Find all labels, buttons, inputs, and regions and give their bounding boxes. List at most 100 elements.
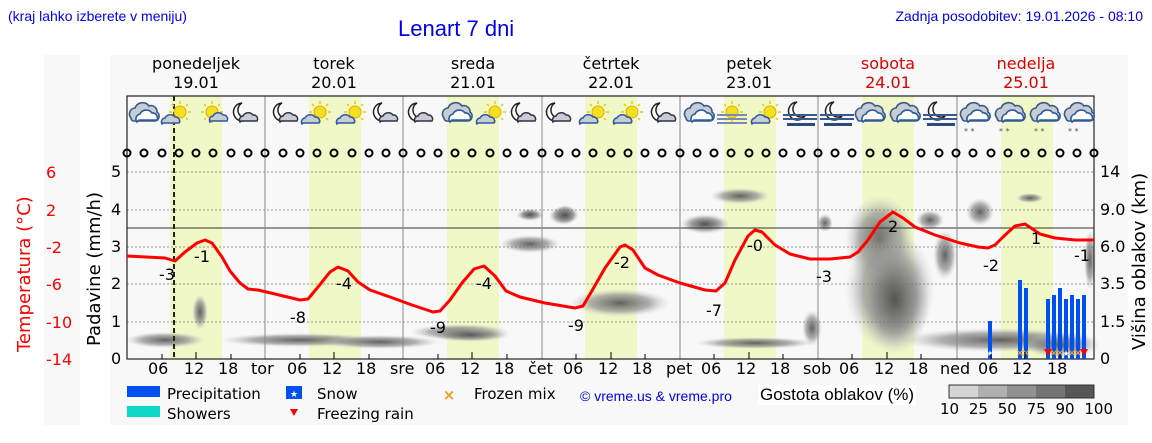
day-header-tuesday: torek 20.01 — [311, 54, 357, 92]
svg-text:-3: -3 — [159, 265, 175, 284]
density-tick: 90 — [1055, 400, 1075, 418]
freezing-rain-icon — [290, 409, 298, 416]
svg-text:-1: -1 — [1074, 246, 1090, 265]
svg-text:-9: -9 — [568, 316, 584, 335]
x-tick-label: 18 — [908, 359, 929, 378]
cloud-density-label: Gostota oblakov (%) — [758, 385, 917, 405]
showers-swatch — [127, 406, 160, 417]
svg-text:×: × — [1022, 348, 1030, 359]
x-tick-label: 18 — [770, 359, 791, 378]
x-tick-label: 06 — [287, 359, 308, 378]
precipitation-bars — [988, 280, 1086, 359]
temp-tick: 2 — [46, 201, 57, 220]
day-header-monday: ponedeljek 19.01 — [152, 54, 240, 92]
day-separators — [264, 96, 958, 359]
snow-swatch — [286, 386, 302, 399]
day-header-thursday: četrtek 22.01 — [582, 54, 640, 92]
cloud-density-ticks: 10 25 50 75 90 100 — [940, 400, 1113, 418]
x-axis-ticks — [161, 352, 1061, 359]
precipitation-type-markers: ★ × × × × ★ × × — [986, 348, 1088, 359]
temp-tick: -14 — [46, 350, 73, 369]
cloud-height-tick: 1.5 — [1100, 312, 1126, 331]
page-title: Lenart 7 dni — [398, 16, 515, 41]
x-tick-label: 06 — [425, 359, 446, 378]
density-tick: 75 — [1026, 400, 1046, 418]
last-update: Zadnja posodobitev: 19.01.2026 - 08:10 — [895, 8, 1143, 24]
x-tick-label: tor — [251, 359, 274, 378]
day-header-friday: petek 23.01 — [726, 54, 772, 92]
svg-text:-8: -8 — [290, 308, 306, 327]
legend-freezing-rain: Freezing rain — [317, 405, 414, 423]
precip-tick: 1 — [111, 312, 122, 331]
svg-text:-9: -9 — [430, 318, 446, 337]
precip-tick: 2 — [111, 274, 122, 293]
x-tick-label: 12 — [322, 359, 343, 378]
temp-tick: -6 — [46, 275, 62, 294]
x-tick-label: 12 — [736, 359, 757, 378]
gridlines — [127, 171, 1094, 323]
legend-frozen-mix: Frozen mix — [474, 385, 556, 403]
day-header-sunday: nedelja 25.01 — [996, 54, 1056, 92]
svg-text:-7: -7 — [706, 301, 722, 320]
precip-tick: 5 — [111, 162, 122, 181]
svg-text:-2: -2 — [983, 256, 999, 275]
cloud-height-tick: 6.0 — [1100, 237, 1126, 256]
svg-text:×: × — [1074, 348, 1082, 359]
temperature-labels: -3 -1 -8 -4 -9 -4 -9 -2 -7 -0 -3 2 -2 1 … — [159, 217, 1090, 337]
svg-text:-4: -4 — [336, 274, 352, 293]
svg-text:1: 1 — [1031, 229, 1041, 248]
svg-text:★: ★ — [986, 349, 993, 358]
temp-tick: -2 — [46, 238, 62, 257]
region-hint-link[interactable]: (kraj lahko izberete v meniju) — [8, 8, 187, 24]
x-tick-label: 12 — [1012, 359, 1033, 378]
x-tick-label: 18 — [494, 359, 515, 378]
density-tick: 100 — [1084, 400, 1114, 418]
x-tick-label: sob — [803, 359, 832, 378]
svg-text:×: × — [1050, 348, 1058, 359]
svg-text:×: × — [1068, 348, 1076, 359]
svg-text:-2: -2 — [614, 253, 630, 272]
x-tick-label: 18 — [356, 359, 377, 378]
cloud-height-tick: 0 — [1100, 349, 1111, 368]
x-tick-label: 12 — [874, 359, 895, 378]
x-tick-label: 06 — [148, 359, 169, 378]
x-tick-label: 12 — [460, 359, 481, 378]
temp-tick: 6 — [46, 163, 57, 182]
svg-text:×: × — [1016, 348, 1024, 359]
x-tick-label: 06 — [563, 359, 584, 378]
x-tick-label: sre — [390, 359, 415, 378]
x-tick-label: 06 — [978, 359, 999, 378]
legend-showers: Showers — [167, 405, 231, 423]
temperature-line — [126, 210, 1094, 314]
day-header-saturday: sobota 24.01 — [860, 54, 916, 92]
legend-snow: Snow — [317, 385, 358, 403]
svg-text:★: ★ — [1062, 349, 1069, 358]
cloud-height-tick: 14 — [1100, 162, 1121, 181]
x-tick-label: 18 — [632, 359, 653, 378]
x-tick-label: 18 — [218, 359, 239, 378]
temperature-axis-panel — [44, 55, 80, 425]
precip-tick: 4 — [111, 200, 122, 219]
x-tick-label: 18 — [1047, 359, 1068, 378]
cloud-density-scale — [948, 384, 1095, 399]
x-tick-label: pet — [666, 359, 693, 378]
x-tick-label: 12 — [184, 359, 205, 378]
density-tick: 50 — [997, 400, 1017, 418]
legend-precipitation: Precipitation — [167, 385, 261, 403]
copyright-link[interactable]: © vreme.us & vreme.pro — [580, 388, 732, 404]
temp-tick: -10 — [46, 313, 73, 332]
svg-text:×: × — [1056, 348, 1064, 359]
svg-text:-1: -1 — [194, 247, 210, 266]
cloud-height-tick: 9.0 — [1100, 200, 1126, 219]
x-tick-label: čet — [528, 359, 553, 378]
density-tick: 25 — [968, 400, 988, 418]
frozen-mix-icon: × — [443, 386, 456, 404]
x-tick-label: 12 — [598, 359, 619, 378]
hourly-markers-row — [122, 148, 1099, 158]
day-header-wednesday: sreda 21.01 — [450, 54, 496, 92]
svg-text:-3: -3 — [816, 267, 832, 286]
svg-text:-4: -4 — [476, 274, 492, 293]
snow-star-icon: ★ — [290, 390, 298, 400]
svg-text:2: 2 — [888, 217, 898, 236]
